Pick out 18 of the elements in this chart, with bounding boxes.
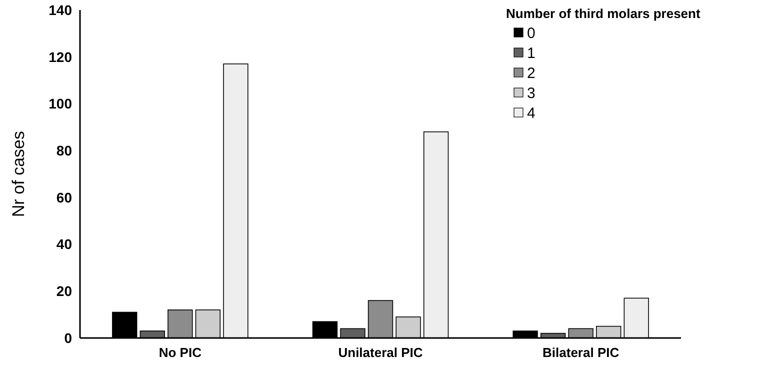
legend-label: 0 xyxy=(527,25,536,42)
legend-label: 2 xyxy=(527,65,536,82)
legend-label: 1 xyxy=(527,45,536,62)
y-tick-label: 140 xyxy=(48,2,72,18)
y-tick-label: 40 xyxy=(56,236,72,252)
legend-label: 3 xyxy=(527,85,536,102)
legend-label: 4 xyxy=(527,105,536,122)
y-tick-label: 100 xyxy=(48,96,72,112)
legend-title: Number of third molars present xyxy=(506,6,701,21)
x-tick-label: Bilateral PIC xyxy=(542,345,620,360)
y-tick-label: 120 xyxy=(48,48,72,65)
y-tick-label: 80 xyxy=(56,142,72,158)
x-tick-label: No PIC xyxy=(158,345,202,360)
y-axis-title: Nr of cases xyxy=(9,131,28,217)
x-tick-label: Unilateral PIC xyxy=(338,345,424,360)
y-tick-label: 60 xyxy=(56,189,72,206)
y-tick-label: 20 xyxy=(56,283,72,300)
y-tick-label: 0 xyxy=(64,330,72,346)
